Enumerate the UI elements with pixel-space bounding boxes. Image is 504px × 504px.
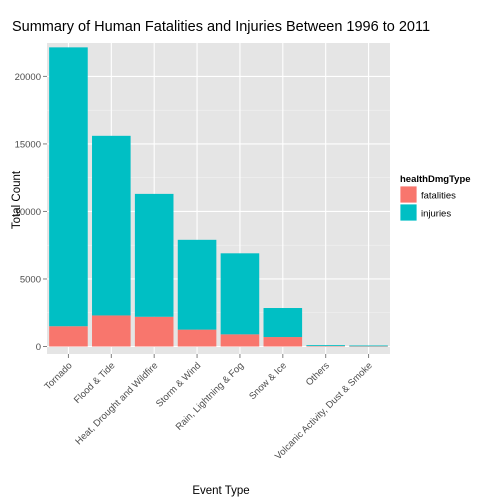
x-tick-label: Flood & Tide bbox=[72, 360, 117, 405]
y-tick-label: 10000 bbox=[15, 207, 41, 218]
x-tick-label: Snow & Ice bbox=[247, 360, 289, 402]
bar-fatalities bbox=[177, 329, 217, 347]
legend-items: fatalities injuries bbox=[399, 185, 456, 222]
bar-fatalities bbox=[134, 316, 174, 347]
bar-injuries bbox=[134, 193, 174, 317]
bar-fatalities bbox=[349, 346, 388, 347]
legend-key-injuries bbox=[399, 203, 418, 222]
legend-title: healthDmgType bbox=[400, 174, 471, 185]
bar-injuries bbox=[306, 345, 345, 347]
legend-label: injuries bbox=[421, 209, 451, 220]
legend-label: fatalities bbox=[421, 191, 456, 202]
bar-injuries bbox=[263, 308, 303, 338]
x-tick-label: Tornado bbox=[42, 360, 74, 392]
x-tick-label: Heat, Drought and Wildfire bbox=[73, 360, 160, 447]
bar-fatalities bbox=[220, 334, 260, 347]
x-axis-title: Event Type bbox=[192, 485, 249, 497]
bar-fatalities bbox=[49, 326, 88, 347]
bar-injuries bbox=[49, 47, 88, 327]
y-axis-title: Total Count bbox=[11, 170, 23, 229]
bar-fatalities bbox=[92, 315, 131, 347]
y-tick-label: 15000 bbox=[15, 139, 41, 150]
bar-injuries bbox=[220, 253, 260, 335]
legend: healthDmgType fatalities injuries bbox=[399, 174, 471, 222]
bar-injuries bbox=[177, 239, 217, 330]
bars bbox=[49, 47, 388, 347]
y-axis-ticks: 0 5000 10000 15000 20000 bbox=[15, 72, 47, 353]
y-tick-label: 5000 bbox=[20, 274, 41, 285]
bar-fatalities bbox=[306, 346, 345, 347]
x-tick-label: Others bbox=[304, 360, 332, 388]
bar-injuries bbox=[92, 135, 131, 316]
legend-key-fatalities bbox=[399, 185, 418, 204]
y-tick-label: 20000 bbox=[15, 72, 41, 83]
y-tick-label: 0 bbox=[36, 342, 41, 353]
bar-injuries bbox=[349, 345, 388, 347]
bar-fatalities bbox=[263, 337, 303, 347]
chart-title: Summary of Human Fatalities and Injuries… bbox=[12, 19, 430, 35]
